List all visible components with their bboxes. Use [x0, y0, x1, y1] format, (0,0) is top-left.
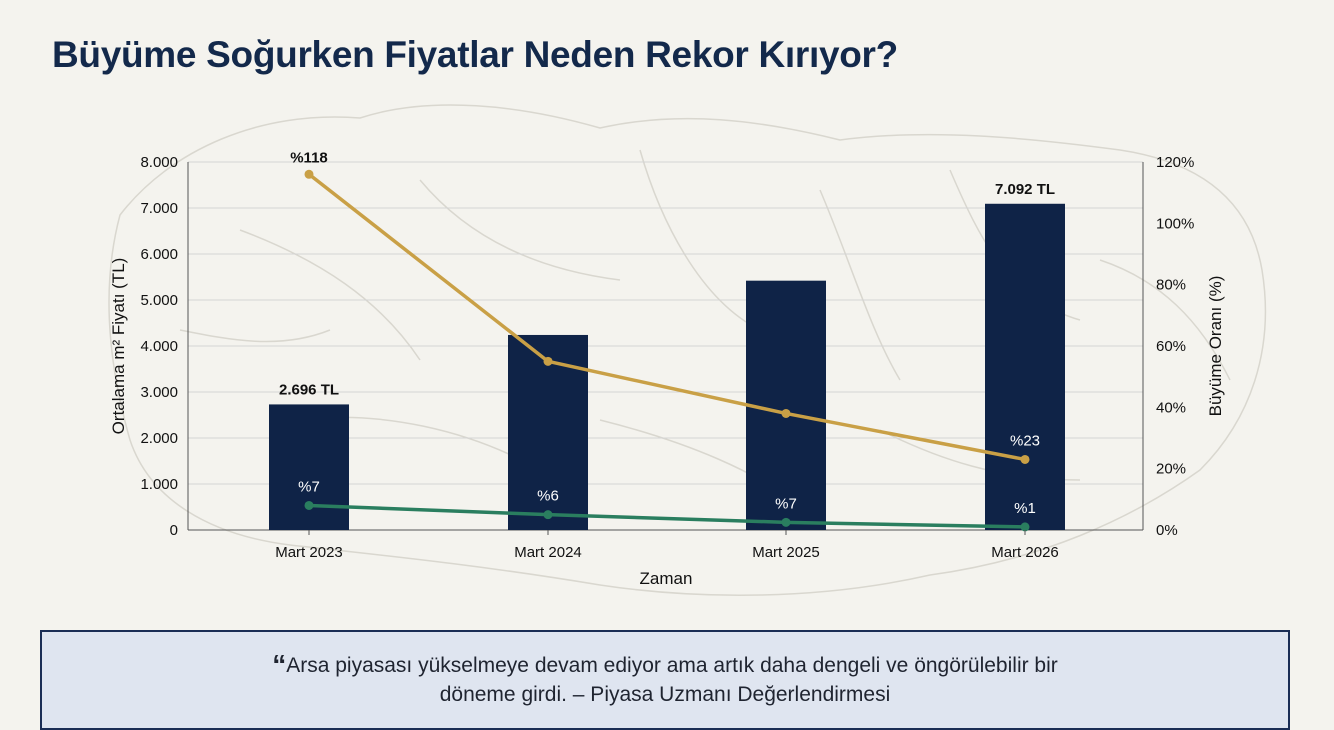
y2-axis-title: Büyüme Oranı (%) [1206, 276, 1225, 417]
growth-line-gold [307, 172, 1026, 462]
line-point [1020, 454, 1030, 464]
line-point [304, 500, 314, 510]
y-tick-label: 4.000 [140, 338, 178, 355]
y-tick-label: 7.000 [140, 200, 178, 217]
line-point [781, 408, 791, 418]
bar-value-label: 7.092 TL [995, 181, 1055, 198]
x-tick-label: Mart 2023 [275, 544, 343, 561]
page-title: Büyüme Soğurken Fiyatlar Neden Rekor Kır… [52, 34, 898, 75]
line-value-label: %118 [290, 149, 328, 166]
y2-tick-label: 80% [1156, 277, 1186, 294]
y-tick-label: 5.000 [140, 292, 178, 309]
y-axis-title: Ortalama m² Fiyatı (TL) [109, 258, 128, 435]
line-point [1020, 522, 1030, 532]
x-tick-label: Mart 2025 [752, 544, 820, 561]
line-point [304, 169, 314, 179]
price-bar [269, 404, 349, 530]
line-value-label: %6 [537, 488, 559, 505]
y-tick-label: 6.000 [140, 246, 178, 263]
y2-tick-label: 100% [1156, 215, 1194, 232]
line-value-label: %7 [298, 478, 320, 495]
line-value-label: %1 [1014, 500, 1036, 517]
line-value-label: %23 [1010, 432, 1040, 449]
growth-line-green [308, 503, 1026, 529]
y2-tick-label: 20% [1156, 461, 1186, 478]
line-point [781, 517, 791, 527]
x-tick-label: Mart 2024 [514, 544, 582, 561]
y2-tick-label: 60% [1156, 338, 1186, 355]
bar-value-label: 2.696 TL [279, 381, 339, 398]
x-axis-title: Zaman [640, 569, 693, 588]
y2-tick-label: 40% [1156, 399, 1186, 416]
line-point [543, 356, 553, 366]
price-bar [985, 203, 1065, 530]
line-point [543, 510, 553, 520]
y2-tick-label: 0% [1156, 522, 1178, 539]
y-tick-label: 8.000 [140, 154, 178, 171]
y-tick-label: 0 [170, 522, 178, 539]
quote-box: “Arsa piyasası yükselmeye devam ediyor a… [40, 630, 1290, 730]
y2-tick-label: 120% [1156, 154, 1194, 171]
map-background [108, 104, 1267, 596]
line-value-label: %7 [775, 495, 797, 512]
y-tick-label: 2.000 [140, 430, 178, 447]
price-growth-chart: 0 1.000 2.000 3.000 4.000 5.000 6.000 7.000 8.00… [108, 104, 1267, 596]
y-tick-label: 3.000 [140, 384, 178, 401]
quote-mark: “ [272, 649, 287, 680]
quote-text: Arsa piyasası yükselmeye devam ediyor am… [286, 654, 1058, 706]
x-tick-label: Mart 2026 [991, 544, 1059, 561]
quote-text-wrapper: “Arsa piyasası yükselmeye devam ediyor a… [42, 650, 1288, 709]
y-tick-label: 1.000 [140, 476, 178, 493]
price-bar [746, 280, 826, 530]
